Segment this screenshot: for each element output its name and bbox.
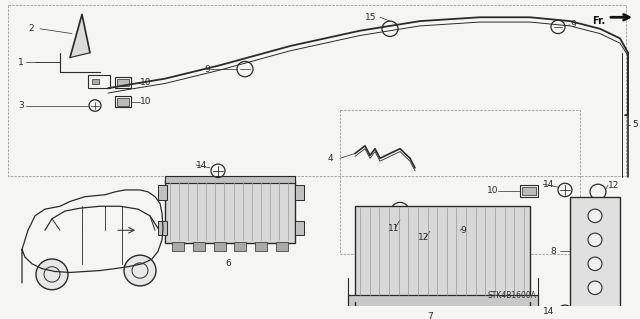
Text: 10: 10 <box>140 97 152 106</box>
Bar <box>115 96 131 108</box>
Bar <box>295 221 304 235</box>
Bar <box>117 79 129 86</box>
Text: 12: 12 <box>418 234 429 242</box>
Circle shape <box>588 281 602 294</box>
Circle shape <box>588 257 602 271</box>
Bar <box>355 206 530 297</box>
Text: STK4B1600A: STK4B1600A <box>487 291 536 300</box>
Text: 10: 10 <box>140 78 152 87</box>
Bar <box>158 221 167 235</box>
Bar <box>8 5 626 175</box>
Text: 14: 14 <box>196 160 207 169</box>
Bar <box>165 175 295 183</box>
Circle shape <box>588 233 602 247</box>
Bar <box>295 185 304 200</box>
Circle shape <box>36 259 68 290</box>
Bar <box>570 197 620 307</box>
Bar <box>276 242 288 251</box>
Bar <box>340 110 580 254</box>
Circle shape <box>124 255 156 286</box>
Bar <box>115 77 131 88</box>
Text: 1: 1 <box>18 58 24 67</box>
Text: 15: 15 <box>365 13 376 22</box>
Bar <box>92 79 99 85</box>
Text: 6: 6 <box>225 259 231 268</box>
Bar <box>522 187 536 195</box>
Circle shape <box>588 209 602 223</box>
Text: 12: 12 <box>608 181 620 190</box>
Text: 9: 9 <box>460 226 466 235</box>
Text: 9: 9 <box>204 64 210 74</box>
Text: 7: 7 <box>427 312 433 319</box>
Text: 5: 5 <box>632 120 637 129</box>
Text: 11: 11 <box>388 224 399 233</box>
Text: 3: 3 <box>18 101 24 110</box>
Bar <box>234 242 246 251</box>
Bar <box>348 295 538 311</box>
Bar <box>520 185 538 197</box>
Bar <box>172 242 184 251</box>
Bar <box>193 242 205 251</box>
Text: 2: 2 <box>28 24 34 33</box>
Text: 14: 14 <box>543 180 554 189</box>
Text: 8: 8 <box>550 247 556 256</box>
Bar <box>165 180 295 243</box>
Bar <box>117 98 129 106</box>
Bar <box>88 75 110 88</box>
Bar <box>158 185 167 200</box>
Bar <box>214 242 226 251</box>
Text: Fr.: Fr. <box>592 16 605 26</box>
Text: 14: 14 <box>543 307 554 316</box>
Text: 10: 10 <box>486 186 498 196</box>
Polygon shape <box>70 14 90 57</box>
Bar <box>255 242 268 251</box>
Text: 4: 4 <box>328 154 333 163</box>
Text: 9: 9 <box>570 20 576 29</box>
